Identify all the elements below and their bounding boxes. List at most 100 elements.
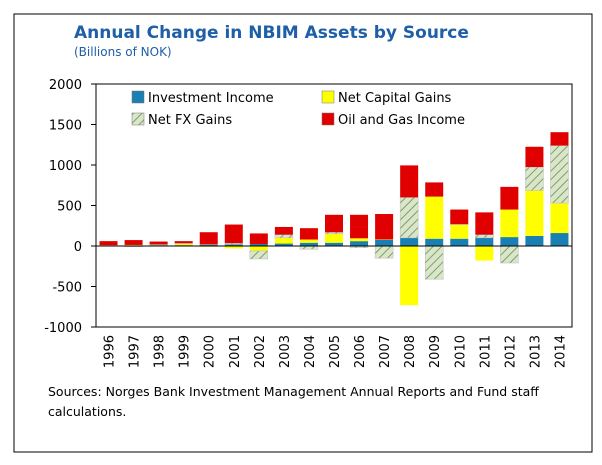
bar-segment bbox=[99, 241, 118, 246]
bar-segment bbox=[149, 241, 168, 245]
bar-segment bbox=[550, 132, 569, 146]
x-tick-label: 2012 bbox=[503, 335, 518, 368]
bar-segment bbox=[224, 242, 244, 245]
x-tick-label: 2006 bbox=[353, 335, 368, 368]
bar-segment bbox=[274, 243, 293, 246]
x-tick-label: 2010 bbox=[453, 335, 468, 368]
bar-segment bbox=[350, 238, 369, 242]
bar-segment bbox=[400, 246, 419, 306]
bar-segment bbox=[325, 214, 343, 233]
y-tick-label: -500 bbox=[52, 281, 82, 296]
legend-swatch bbox=[321, 112, 335, 126]
bar-segment bbox=[374, 245, 394, 259]
bar-segment bbox=[325, 242, 343, 246]
bar-segment bbox=[425, 196, 444, 239]
bar-segment bbox=[124, 240, 143, 245]
x-tick-label: 2009 bbox=[428, 335, 443, 368]
bar-segment bbox=[375, 214, 394, 240]
bar-segment bbox=[475, 234, 494, 239]
y-tick-label: 2000 bbox=[49, 78, 82, 93]
bar-segment bbox=[199, 244, 218, 246]
legend-label: Investment Income bbox=[148, 91, 274, 106]
bar-segment bbox=[400, 237, 419, 246]
bar-segment bbox=[550, 233, 569, 246]
y-tick-label: 1500 bbox=[49, 119, 82, 134]
x-tick-label: 2014 bbox=[553, 335, 568, 368]
x-tick-label: 2000 bbox=[203, 335, 218, 368]
legend-swatch bbox=[321, 90, 335, 104]
bar-segment bbox=[400, 165, 419, 198]
bar-segment bbox=[425, 182, 444, 197]
y-tick-label: 1000 bbox=[49, 159, 82, 174]
bar-segment bbox=[375, 239, 394, 246]
x-tick-label: 2013 bbox=[528, 335, 543, 368]
bar-segment bbox=[325, 233, 343, 243]
bar-segment bbox=[525, 146, 544, 168]
x-tick-label: 1997 bbox=[128, 335, 143, 368]
source-note: Sources: Norges Bank Investment Manageme… bbox=[48, 384, 539, 419]
legend-label: Oil and Gas Income bbox=[338, 113, 465, 128]
bar-segment bbox=[199, 232, 218, 245]
bar-segment bbox=[475, 237, 494, 246]
x-tick-label: 1999 bbox=[178, 335, 193, 368]
bar-segment bbox=[249, 246, 268, 251]
x-tick-label: 2005 bbox=[328, 335, 343, 368]
legend-swatch bbox=[131, 90, 145, 104]
bar-segment bbox=[500, 209, 519, 238]
bar-segment bbox=[500, 245, 519, 264]
x-tick-label: 2004 bbox=[303, 335, 318, 368]
bar-segment bbox=[475, 246, 494, 261]
x-tick-label: 2002 bbox=[253, 335, 268, 368]
x-tick-label: 2007 bbox=[378, 335, 393, 368]
bar-segment bbox=[425, 238, 444, 246]
bar-segment bbox=[274, 226, 293, 235]
bar-segment bbox=[399, 197, 419, 239]
bar-segment bbox=[299, 242, 318, 246]
x-tick-label: 2001 bbox=[228, 335, 243, 368]
legend-label: Net FX Gains bbox=[148, 113, 232, 128]
bar-segment bbox=[174, 243, 193, 246]
bar-segment bbox=[274, 237, 293, 244]
x-tick-label: 2008 bbox=[403, 335, 418, 368]
x-tick-label: 1996 bbox=[103, 335, 118, 368]
source-text: Sources: Norges Bank Investment Manageme… bbox=[48, 384, 539, 419]
y-tick-label: 500 bbox=[57, 200, 82, 215]
legend-label: Net Capital Gains bbox=[338, 91, 452, 106]
bar-segment bbox=[299, 239, 318, 243]
x-tick-label: 2003 bbox=[278, 335, 293, 368]
bar-segment bbox=[500, 237, 519, 246]
bar-segment bbox=[550, 203, 569, 234]
bar-segment bbox=[424, 245, 444, 280]
bar-segment bbox=[450, 238, 469, 246]
bar-segment bbox=[249, 233, 268, 244]
bar-segment bbox=[224, 246, 243, 249]
bar-segment bbox=[350, 214, 369, 239]
bar-segment bbox=[550, 145, 569, 204]
x-tick-label: 2011 bbox=[478, 335, 493, 368]
bar-segment bbox=[249, 243, 268, 246]
chart-title: Annual Change in NBIM Assets by Source bbox=[74, 23, 469, 43]
bar-segment bbox=[324, 231, 344, 235]
y-tick-label: -1000 bbox=[44, 321, 82, 336]
x-tick-label: 1998 bbox=[153, 335, 168, 368]
bar-segment bbox=[525, 190, 544, 236]
bar-segment bbox=[224, 224, 243, 244]
bar-segment bbox=[475, 212, 494, 235]
bar-segment bbox=[224, 244, 243, 246]
bar-segment bbox=[249, 250, 269, 260]
y-tick-label: 0 bbox=[74, 240, 82, 255]
bar-segment bbox=[500, 186, 519, 210]
chart-subtitle: (Billions of NOK) bbox=[74, 45, 172, 59]
bar-segment bbox=[274, 234, 294, 239]
bar-segment bbox=[174, 241, 193, 244]
bar-segment bbox=[450, 224, 469, 239]
bar-segment bbox=[350, 241, 369, 246]
bar-segment bbox=[299, 228, 318, 240]
bar-segment bbox=[450, 209, 469, 225]
bar-segment bbox=[525, 235, 544, 246]
bar-segment bbox=[525, 166, 544, 191]
legend-swatch bbox=[131, 112, 145, 126]
border bbox=[13, 13, 593, 453]
